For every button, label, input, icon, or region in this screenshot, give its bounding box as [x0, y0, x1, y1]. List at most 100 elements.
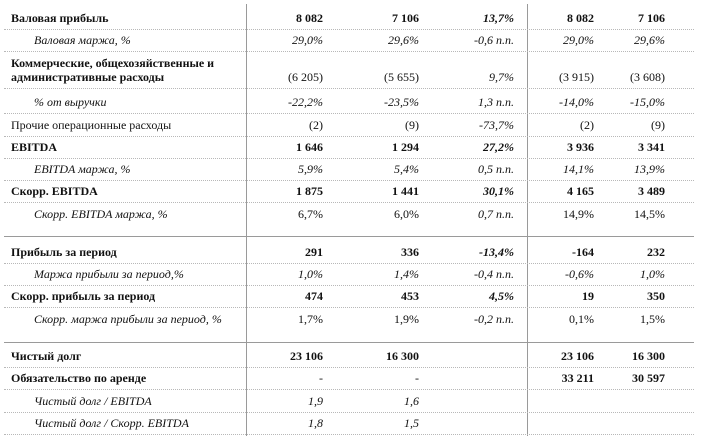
- value-cell: 4 165: [567, 184, 594, 198]
- value-cell: 1 441: [392, 184, 419, 198]
- row-label: административные расходы: [11, 70, 165, 84]
- value-cell: (9): [405, 118, 419, 132]
- row-divider: [4, 389, 694, 390]
- value-cell: 16 300: [632, 349, 665, 363]
- value-cell: 1,6: [404, 394, 419, 408]
- value-cell: 30 597: [632, 371, 665, 385]
- row-label: Скорр. маржа прибыли за период, %: [34, 312, 222, 326]
- row-label: EBITDA маржа, %: [34, 162, 131, 176]
- value-cell: 1,4%: [394, 267, 419, 281]
- value-cell: 1,9%: [394, 312, 419, 326]
- value-cell: 1,8: [308, 416, 323, 430]
- value-cell: 14,1%: [563, 162, 594, 176]
- value-cell: -14,0%: [559, 95, 594, 109]
- value-cell: 16 300: [386, 349, 419, 363]
- value-cell: 6,7%: [298, 207, 323, 221]
- value-cell: 29,0%: [292, 33, 323, 47]
- value-cell: 1 875: [296, 184, 323, 198]
- row-divider: [4, 180, 694, 181]
- row-label: Валовая прибыль: [11, 11, 109, 25]
- value-cell: 23 106: [290, 349, 323, 363]
- value-cell: 1 294: [392, 140, 419, 154]
- change-cell: -73,7%: [479, 118, 514, 132]
- value-cell: (3 915): [559, 70, 594, 84]
- value-cell: (2): [580, 118, 594, 132]
- value-cell: (3 608): [630, 70, 665, 84]
- row-label: Скорр. прибыль за период: [11, 289, 156, 303]
- value-cell: 8 082: [296, 11, 323, 25]
- value-cell: 29,6%: [388, 33, 419, 47]
- value-cell: 14,9%: [563, 207, 594, 221]
- row-label: Скорр. EBITDA маржа, %: [34, 207, 168, 221]
- value-cell: 5,9%: [298, 162, 323, 176]
- row-divider: [4, 412, 694, 413]
- change-cell: -13,4%: [479, 245, 514, 259]
- value-cell: -0,6%: [565, 267, 594, 281]
- value-cell: 23 106: [561, 349, 594, 363]
- section-divider: [4, 236, 694, 237]
- value-cell: 8 082: [567, 11, 594, 25]
- row-divider: [4, 367, 694, 368]
- value-cell: 19: [582, 289, 594, 303]
- row-label: Скорр. EBITDA: [11, 184, 98, 198]
- row-label: Чистый долг / EBITDA: [34, 394, 152, 408]
- value-cell: 3 489: [638, 184, 665, 198]
- change-cell: 0,7 п.п.: [478, 207, 514, 221]
- row-divider: [4, 29, 694, 30]
- value-cell: 29,6%: [634, 33, 665, 47]
- value-cell: -164: [572, 245, 594, 259]
- value-cell: 1 646: [296, 140, 323, 154]
- value-cell: 1,7%: [298, 312, 323, 326]
- row-divider: [4, 88, 694, 89]
- value-cell: 1,9: [308, 394, 323, 408]
- value-cell: 1,0%: [640, 267, 665, 281]
- value-cell: 7 106: [392, 11, 419, 25]
- value-cell: 3 936: [567, 140, 594, 154]
- row-divider: [4, 434, 694, 435]
- row-label: Прибыль за период: [11, 245, 117, 259]
- change-cell: 27,2%: [483, 140, 514, 154]
- row-label: EBITDA: [11, 140, 58, 154]
- row-label: Валовая маржа, %: [34, 33, 131, 47]
- row-divider: [4, 51, 694, 52]
- value-cell: 1,5: [404, 416, 419, 430]
- row-divider: [4, 136, 694, 137]
- value-cell: 14,5%: [634, 207, 665, 221]
- value-cell: -23,5%: [384, 95, 419, 109]
- value-cell: 350: [647, 289, 665, 303]
- value-cell: -15,0%: [630, 95, 665, 109]
- value-cell: 232: [647, 245, 665, 259]
- change-cell: 13,7%: [483, 11, 514, 25]
- row-divider: [4, 113, 694, 114]
- value-cell: (2): [309, 118, 323, 132]
- value-cell: 336: [401, 245, 419, 259]
- value-cell: 7 106: [638, 11, 665, 25]
- change-cell: -0,6 п.п.: [474, 33, 514, 47]
- section-divider: [4, 342, 694, 343]
- column-separator: [527, 4, 528, 436]
- value-cell: 0,1%: [569, 312, 594, 326]
- value-cell: 1,5%: [640, 312, 665, 326]
- change-cell: 9,7%: [489, 70, 514, 84]
- value-cell: (5 655): [384, 70, 419, 84]
- value-cell: 5,4%: [394, 162, 419, 176]
- row-divider: [4, 263, 694, 264]
- value-cell: -22,2%: [288, 95, 323, 109]
- change-cell: 0,5 п.п.: [478, 162, 514, 176]
- value-cell: (6 205): [288, 70, 323, 84]
- change-cell: -0,2 п.п.: [474, 312, 514, 326]
- value-cell: 3 341: [638, 140, 665, 154]
- row-divider: [4, 307, 694, 308]
- column-separator: [246, 4, 247, 436]
- row-divider: [4, 285, 694, 286]
- row-divider: [4, 202, 694, 203]
- value-cell: 6,0%: [394, 207, 419, 221]
- value-cell: 291: [305, 245, 323, 259]
- row-divider: [4, 158, 694, 159]
- value-cell: -: [415, 371, 419, 385]
- value-cell: 29,0%: [563, 33, 594, 47]
- row-label: % от выручки: [34, 95, 107, 109]
- value-cell: 33 211: [561, 371, 594, 385]
- value-cell: 453: [401, 289, 419, 303]
